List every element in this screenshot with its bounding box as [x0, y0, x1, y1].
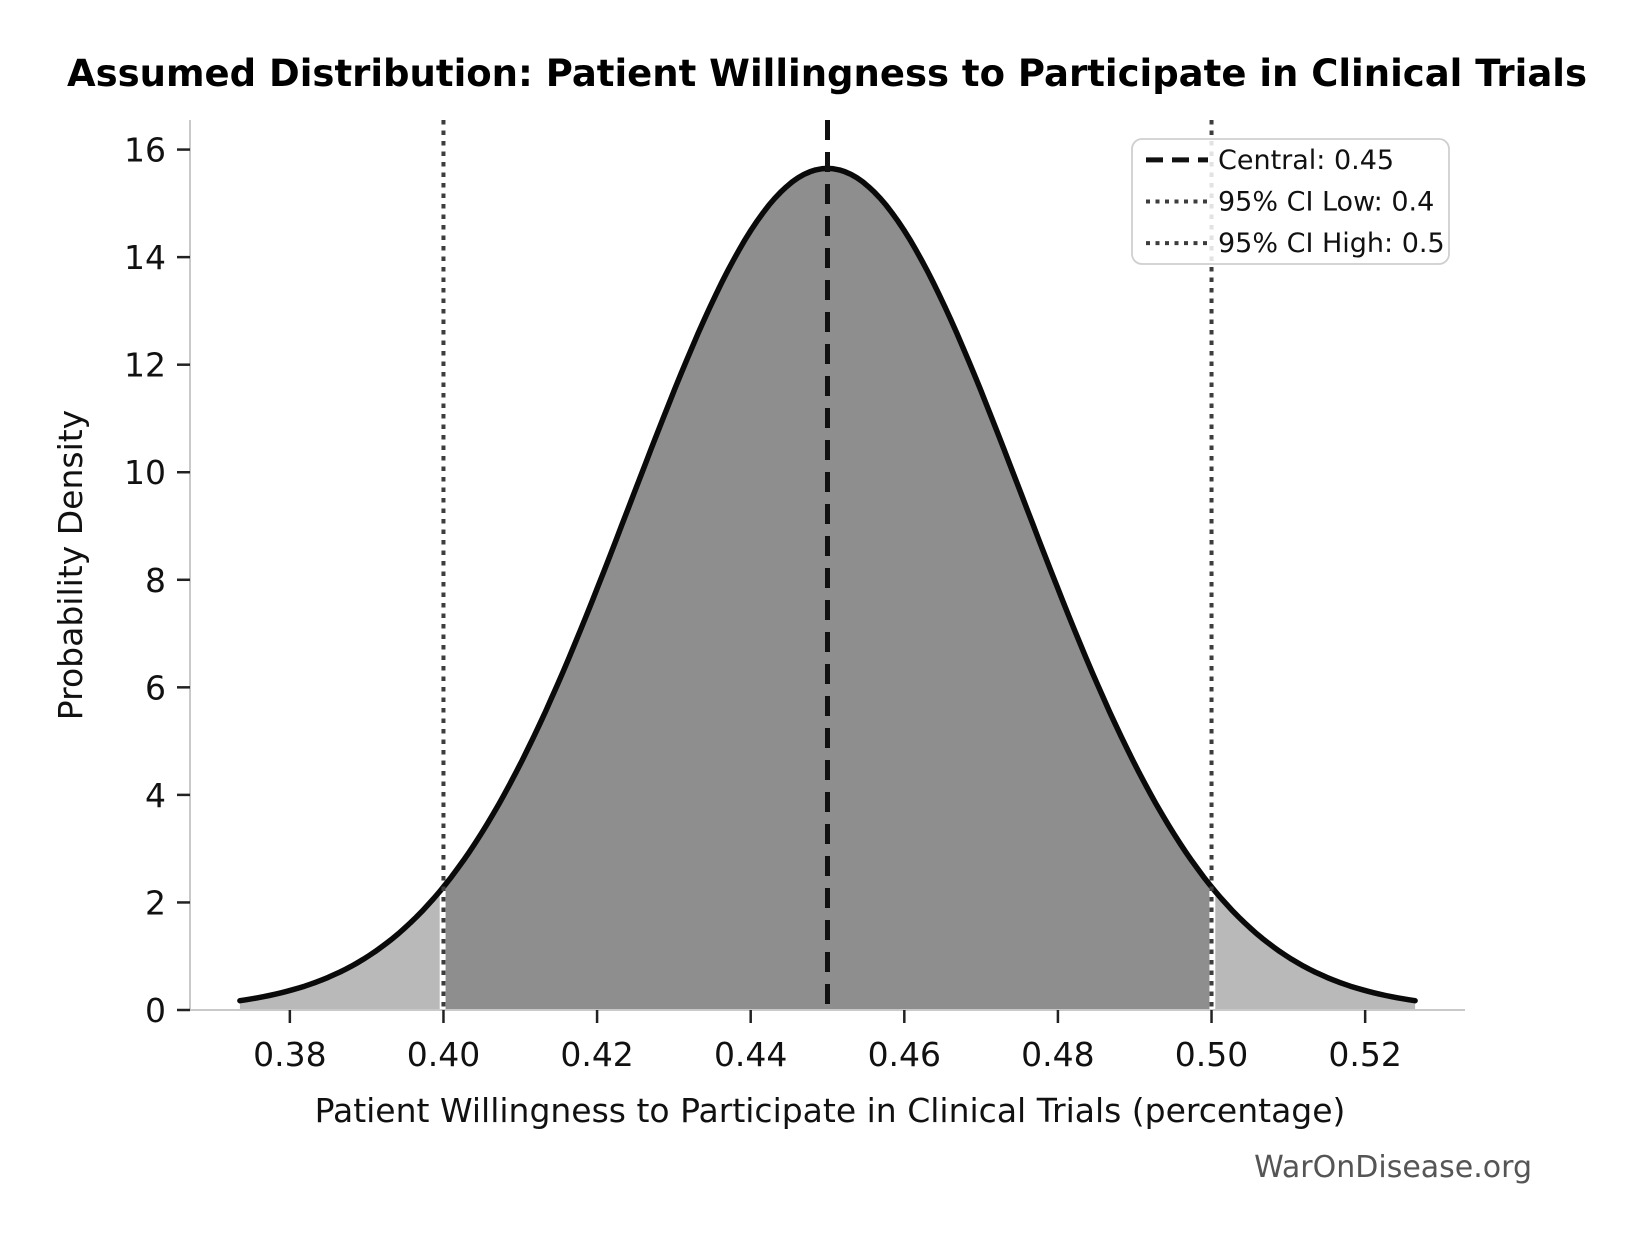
y-axis-label: Probability Density — [51, 410, 90, 720]
y-tick-label: 10 — [124, 453, 166, 492]
y-tick-label: 16 — [124, 131, 166, 170]
y-tick-label: 14 — [124, 238, 166, 277]
y-tick-label: 6 — [145, 668, 166, 707]
legend-box — [1131, 138, 1450, 265]
y-tick-label: 2 — [145, 883, 166, 922]
reference-lines — [441, 120, 1214, 1010]
x-tick-label: 0.38 — [253, 1035, 326, 1074]
ci-shaded-areas — [239, 168, 1416, 1010]
y-tick-label: 4 — [145, 776, 166, 815]
tick-marks-and-labels: 0.38 0.40 0.42 0.44 0.46 0.48 0.50 0.52 0 2 4 6 8 10 1… — [124, 131, 1402, 1074]
y-tick-label: 8 — [145, 561, 166, 600]
legend-label: 95% CI High: 0.5 — [1218, 228, 1445, 259]
y-tick-label: 0 — [145, 991, 166, 1030]
chart-title: Assumed Distribution: Patient Willingnes… — [67, 52, 1587, 95]
y-tick-label: 12 — [124, 346, 166, 385]
left-tail-area — [239, 891, 440, 1010]
x-tick-label: 0.42 — [560, 1035, 633, 1074]
x-tick-label: 0.46 — [868, 1035, 941, 1074]
legend-label: Central: 0.45 — [1218, 145, 1394, 176]
ci-area — [445, 168, 1210, 1010]
right-tail-area — [1215, 891, 1416, 1010]
x-tick-label: 0.40 — [407, 1035, 480, 1074]
legend: Central: 0.45 95% CI Low: 0.4 95% CI High:… — [1131, 138, 1450, 265]
watermark: WarOnDisease.org — [1254, 1150, 1532, 1185]
x-tick-label: 0.50 — [1175, 1035, 1248, 1074]
x-axis-label: Patient Willingness to Participate in Cl… — [315, 1091, 1346, 1130]
x-tick-label: 0.44 — [714, 1035, 787, 1074]
x-tick-label: 0.48 — [1021, 1035, 1094, 1074]
legend-label: 95% CI Low: 0.4 — [1218, 187, 1434, 218]
x-tick-label: 0.52 — [1328, 1035, 1401, 1074]
axes — [189, 120, 1465, 1011]
